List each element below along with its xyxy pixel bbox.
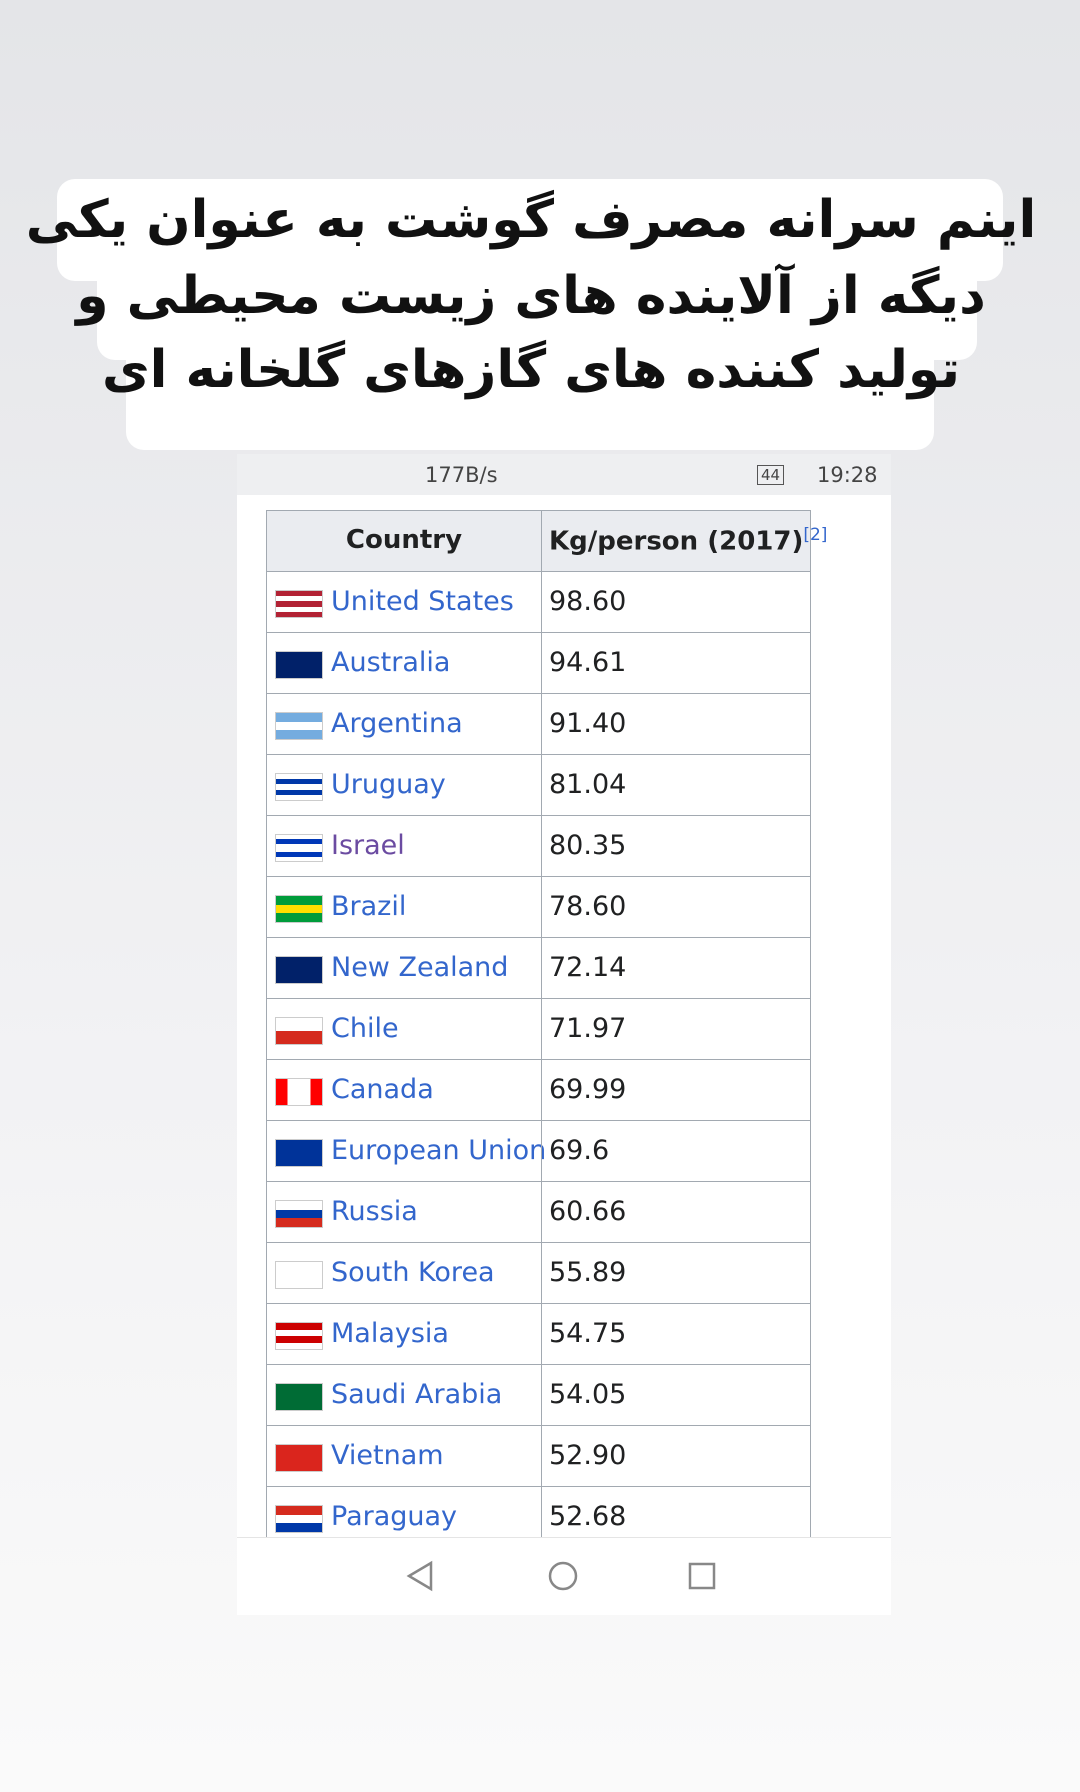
nav-icons: [406, 1560, 716, 1592]
flag-icon: [275, 590, 323, 618]
value-cell: 71.97: [549, 1013, 627, 1044]
flag-icon: [275, 1078, 323, 1106]
country-link[interactable]: Argentina: [331, 708, 463, 739]
back-button[interactable]: [406, 1560, 433, 1592]
table-row: Brazil 78.60: [267, 877, 810, 938]
country-link[interactable]: Malaysia: [331, 1318, 449, 1349]
flag-icon: [275, 773, 323, 801]
value-cell: 54.75: [549, 1318, 627, 1349]
caption-bg: [126, 340, 934, 450]
flag-icon: [275, 712, 323, 740]
value-cell: 69.99: [549, 1074, 627, 1105]
flag-icon: [275, 1200, 323, 1228]
recents-button[interactable]: [688, 1562, 716, 1590]
country-link[interactable]: Uruguay: [331, 769, 446, 800]
value-cell: 52.90: [549, 1440, 627, 1471]
reference[interactable]: [2]: [803, 525, 828, 545]
flag-icon: [275, 1444, 323, 1472]
caption-line: تولید کننده های گازهای گلخانه ای: [101, 340, 961, 400]
flag-icon: [275, 1383, 323, 1411]
home-button[interactable]: [548, 1561, 578, 1591]
table-row: Chile 71.97: [267, 999, 810, 1060]
flag-icon: [275, 1139, 323, 1167]
status-bar: 177B/s 44 19:28: [237, 454, 891, 495]
value-cell: 78.60: [549, 891, 627, 922]
table-row: Canada 69.99: [267, 1060, 810, 1121]
table-row: United States 98.60: [267, 572, 810, 633]
flag-icon: [275, 1322, 323, 1350]
network-speed: 177B/s: [425, 463, 498, 487]
battery: 44: [757, 465, 785, 485]
flag-icon: [275, 895, 323, 923]
value-cell: 72.14: [549, 952, 627, 983]
country-link[interactable]: Australia: [331, 647, 451, 678]
table-row: South Korea 55.89: [267, 1243, 810, 1304]
country-link[interactable]: United States: [331, 586, 514, 617]
flag-icon: [275, 1505, 323, 1533]
screenshot: 177B/s 44 19:28 Country Kg/person (2017)…: [237, 454, 891, 1615]
country-link[interactable]: New Zealand: [331, 952, 509, 983]
country-link[interactable]: Canada: [331, 1074, 434, 1105]
value-cell: 94.61: [549, 647, 627, 678]
table-row: Israel 80.35: [267, 816, 810, 877]
table-row: Russia 60.66: [267, 1182, 810, 1243]
table-row: European Union 69.6: [267, 1121, 810, 1182]
caption-line: اینم سرانه مصرف گوشت به عنوان یکی: [25, 190, 1037, 250]
country-link[interactable]: Brazil: [331, 891, 407, 922]
value-cell: 98.60: [549, 586, 627, 617]
country-link[interactable]: Chile: [331, 1013, 399, 1044]
country-link[interactable]: Vietnam: [331, 1440, 444, 1471]
clock: 19:28: [817, 463, 878, 487]
caption-line: دیگه از آلاینده های زیست محیطی و: [76, 266, 986, 326]
flag-icon: [275, 651, 323, 679]
table-row: Uruguay 81.04: [267, 755, 810, 816]
value-cell: 91.40: [549, 708, 627, 739]
value-cell: 54.05: [549, 1379, 627, 1410]
value-cell: 81.04: [549, 769, 627, 800]
country-link[interactable]: European Union: [331, 1135, 547, 1166]
header-cell: Country: [345, 525, 463, 555]
value-cell: 52.68: [549, 1501, 627, 1532]
table-header: Country Kg/person (2017)[2]: [267, 511, 827, 572]
flag-icon: [275, 1261, 323, 1289]
header-cell: Kg/person (2017)[2]: [549, 525, 827, 557]
country-link[interactable]: Russia: [331, 1196, 418, 1227]
value-cell: 60.66: [549, 1196, 627, 1227]
table-row: Argentina 91.40: [267, 694, 810, 755]
header-text: Kg/person (2017): [549, 526, 804, 557]
flag-icon: [275, 1017, 323, 1045]
value-cell: 69.6: [549, 1135, 610, 1166]
table-row: Australia 94.61: [267, 633, 810, 694]
value-cell: 55.89: [549, 1257, 627, 1288]
value-cell: 80.35: [549, 830, 627, 861]
table-row: Paraguay 52.68: [267, 1487, 810, 1548]
country-link[interactable]: Israel: [331, 830, 405, 861]
table-body: United States 98.60 Australia 94.61 Argentin…: [267, 572, 810, 1548]
table-row: Saudi Arabia 54.05: [267, 1365, 810, 1426]
table-row: Malaysia 54.75: [267, 1304, 810, 1365]
country-link[interactable]: Saudi Arabia: [331, 1379, 503, 1410]
table: Country Kg/person (2017)[2] United State…: [266, 510, 827, 1549]
flag-icon: [275, 956, 323, 984]
table-row: Vietnam 52.90: [267, 1426, 810, 1487]
country-link[interactable]: South Korea: [331, 1257, 495, 1288]
nav-bar: [237, 1537, 891, 1615]
flag-icon: [275, 834, 323, 862]
country-link[interactable]: Paraguay: [331, 1501, 458, 1532]
table-row: New Zealand 72.14: [267, 938, 810, 999]
